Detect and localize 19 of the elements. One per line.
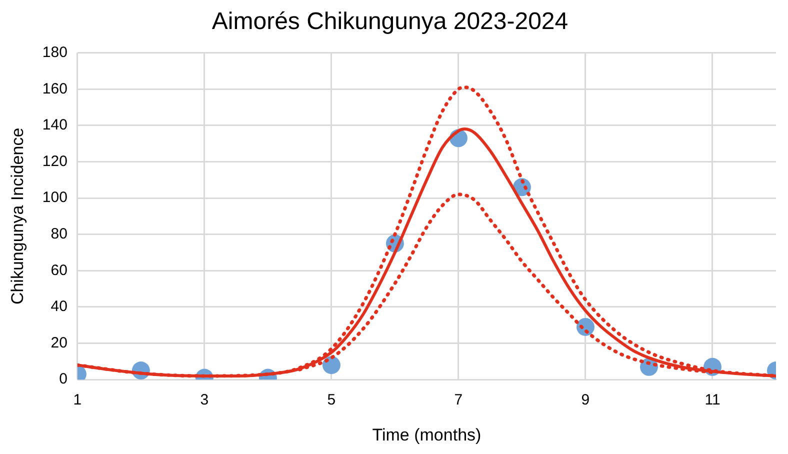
y-tick-label: 20 (50, 334, 68, 352)
y-axis-title: Chikungunya Incidence (8, 128, 27, 305)
y-tick-label: 180 (42, 44, 68, 61)
x-tick-label: 7 (454, 392, 463, 409)
x-tick-label: 1 (73, 392, 82, 409)
y-tick-label: 160 (42, 80, 68, 98)
y-tick-label: 60 (50, 262, 68, 279)
x-tick-label: 5 (327, 392, 336, 409)
y-tick-label: 120 (42, 152, 68, 170)
chart-title: Aimorés Chikungunya 2023-2024 (212, 8, 568, 36)
x-tick-label: 9 (581, 392, 590, 409)
x-tick-label: 11 (704, 392, 720, 409)
y-tick-label: 140 (42, 116, 68, 134)
y-tick-label: 40 (50, 298, 68, 316)
y-tick-label: 0 (59, 370, 68, 388)
y-tick-label: 80 (50, 225, 68, 242)
y-tick-label: 100 (42, 189, 68, 206)
x-tick-label: 3 (200, 392, 209, 409)
x-axis-title: Time (months) (372, 425, 482, 444)
